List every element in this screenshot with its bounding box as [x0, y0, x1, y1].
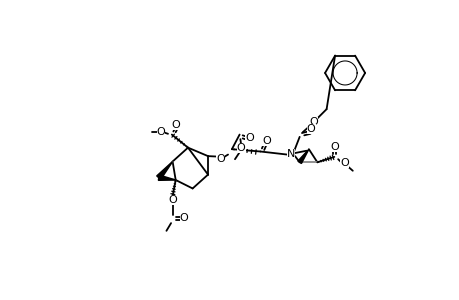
Text: O: O: [308, 117, 317, 127]
Text: O: O: [157, 127, 165, 137]
Text: N: N: [286, 149, 295, 159]
Text: O: O: [179, 213, 188, 223]
Text: O: O: [306, 124, 315, 134]
Text: O: O: [168, 195, 177, 205]
Text: O: O: [236, 143, 245, 153]
Text: O: O: [339, 158, 348, 168]
Text: O: O: [171, 119, 179, 130]
Text: O: O: [262, 136, 270, 146]
Text: O: O: [245, 134, 253, 143]
Polygon shape: [297, 149, 308, 164]
Text: O: O: [216, 154, 224, 164]
Polygon shape: [158, 175, 175, 180]
Text: O: O: [329, 142, 338, 152]
Polygon shape: [157, 161, 172, 179]
